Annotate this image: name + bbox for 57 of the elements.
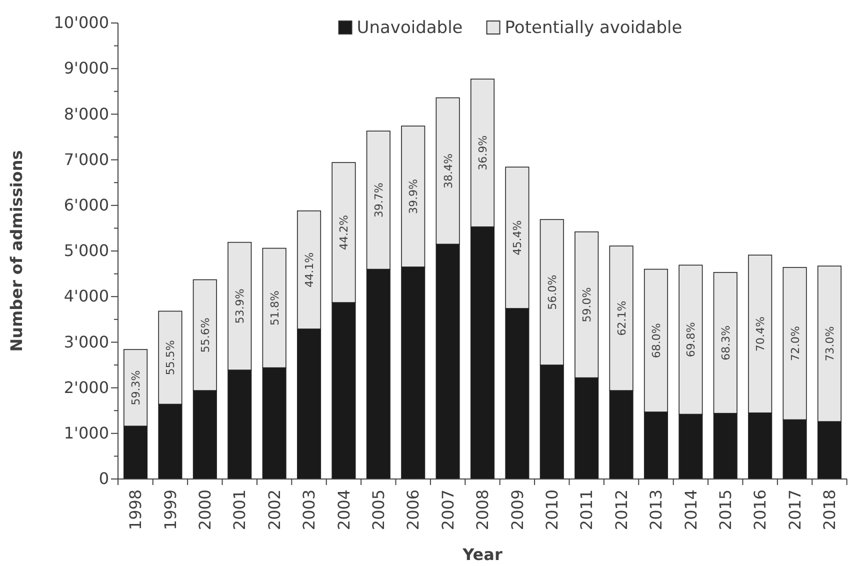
y-tick-label: 6'000 <box>64 196 109 215</box>
x-tick-label: 2012 <box>612 489 631 530</box>
x-tick-label: 2000 <box>196 489 215 530</box>
annotation: 44.2% <box>338 215 351 250</box>
annotation: 72.0% <box>788 326 802 362</box>
annotation: 39.7% <box>372 182 386 218</box>
annotation: 55.5% <box>164 340 178 376</box>
annotation: 36.9% <box>476 135 490 170</box>
legend-label: Potentially avoidable <box>504 18 682 38</box>
annotation: 51.8% <box>268 290 282 326</box>
annotation: 44.1% <box>303 252 316 288</box>
x-tick-label: 2011 <box>577 489 596 530</box>
annotation: 73.0% <box>823 326 836 362</box>
x-tick-label: 2005 <box>369 489 388 530</box>
annotation: 68.0% <box>650 323 663 358</box>
x-tick-label: 1999 <box>160 489 180 530</box>
x-tick-label: 2018 <box>820 489 840 530</box>
y-tick-label: 1'000 <box>64 424 109 443</box>
y-tick-label: 2'000 <box>64 378 109 397</box>
y-tick-label: 10'000 <box>54 13 109 32</box>
annotation: 69.8% <box>684 322 698 358</box>
annotation: 55.6% <box>198 318 212 353</box>
y-tick-label: 0 <box>98 469 109 488</box>
y-tick-label: 8'000 <box>64 104 109 124</box>
x-tick-label: 2014 <box>681 489 700 530</box>
annotation: 59.3% <box>130 370 143 406</box>
annotation: 53.9% <box>234 288 247 324</box>
x-tick-label: 2006 <box>404 489 423 530</box>
annotation: 56.0% <box>546 274 559 310</box>
annotation: 62.1% <box>615 300 628 336</box>
y-tick-label: 9'000 <box>64 58 109 78</box>
annotation: 45.4% <box>511 220 524 256</box>
x-tick-label: 2016 <box>750 489 770 530</box>
y-axis-title: Number of admissions <box>7 150 26 352</box>
x-tick-label: 2009 <box>508 489 527 530</box>
x-tick-label: 2004 <box>334 489 354 530</box>
x-tick-label: 2007 <box>438 489 458 530</box>
y-tick-label: 5'000 <box>64 241 109 260</box>
legend-label: Unavoidable <box>356 18 463 38</box>
x-tick-label: 2015 <box>716 489 735 530</box>
annotation: 38.4% <box>442 153 455 188</box>
x-tick-label: 2001 <box>230 489 250 530</box>
annotation: 68.3% <box>719 325 732 360</box>
x-tick-label: 2017 <box>785 489 804 530</box>
annotation: 70.4% <box>754 316 768 352</box>
y-tick-label: 7'000 <box>64 150 109 169</box>
x-tick-label: 2003 <box>300 489 319 530</box>
x-tick-label: 1998 <box>126 489 146 530</box>
x-tick-label: 2002 <box>264 489 284 530</box>
x-tick-label: 2013 <box>646 489 666 530</box>
x-axis-title: Year <box>462 545 502 564</box>
y-tick-label: 3'000 <box>64 332 109 352</box>
annotation: 59.0% <box>580 287 594 322</box>
x-tick-label: 2010 <box>542 489 562 530</box>
x-tick-label: 2008 <box>473 489 492 530</box>
annotation: 39.9% <box>407 179 420 214</box>
y-tick-label: 4'000 <box>64 286 109 306</box>
